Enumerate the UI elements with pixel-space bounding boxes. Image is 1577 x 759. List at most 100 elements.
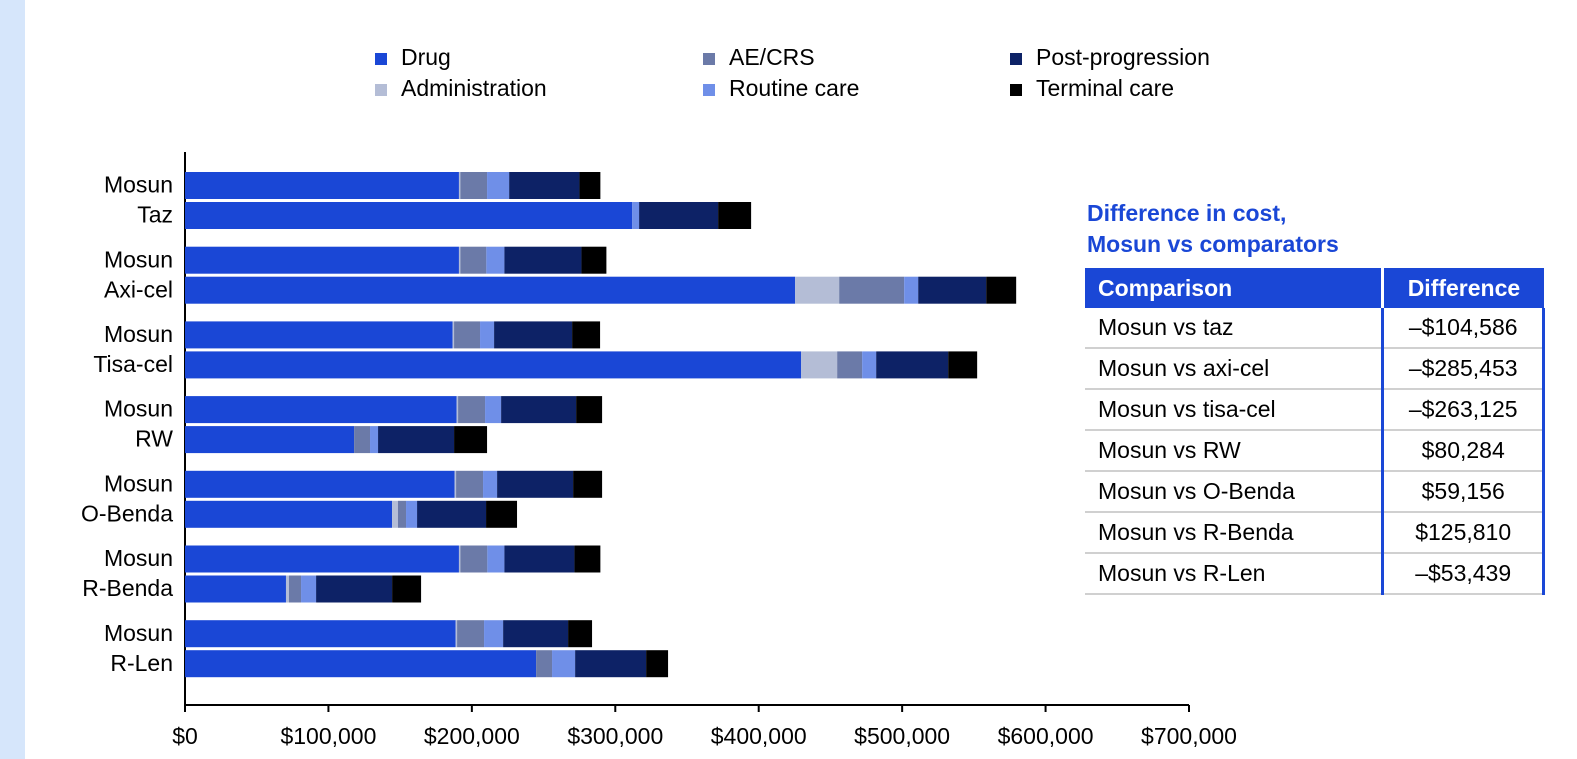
bar-segment <box>458 545 461 573</box>
bar-segment <box>458 172 461 199</box>
bar-segment <box>406 500 418 528</box>
table-cell: Mosun vs O-Benda <box>1085 471 1383 513</box>
x-tick-label: $500,000 <box>854 723 950 749</box>
bar-segment <box>839 276 905 304</box>
bar-segment <box>639 202 719 229</box>
bar-segment <box>454 470 457 498</box>
bar-segment <box>185 545 459 573</box>
table-row: Mosun vs taz –$104,586 <box>1085 308 1545 349</box>
bar-segment <box>185 321 453 349</box>
table-cell: Mosun vs taz <box>1085 308 1383 349</box>
bar-segment <box>452 321 455 349</box>
category-label: R-Benda <box>82 575 173 601</box>
bar-segment <box>572 321 601 349</box>
bar-segment <box>185 202 633 229</box>
bar-segment <box>575 650 647 678</box>
table-cell: –$53,439 <box>1381 553 1545 595</box>
category-label: Mosun <box>104 321 173 347</box>
bar-segment <box>354 426 371 454</box>
category-label: Mosun <box>104 470 173 496</box>
legend-label: Routine care <box>729 75 859 101</box>
bar-segment <box>185 575 286 603</box>
bar-segment <box>718 202 752 229</box>
bar-segment <box>458 396 486 424</box>
bar-segment <box>918 276 987 304</box>
column-header: Difference <box>1381 268 1544 308</box>
table-title: Difference in cost, Mosun vs comparators <box>1087 198 1339 260</box>
bar-segment <box>392 500 398 528</box>
bar-segment <box>876 351 949 379</box>
bar-segment <box>632 202 640 229</box>
bar-segment <box>497 470 574 498</box>
bar-segment <box>454 321 481 349</box>
bar-segment <box>552 650 576 678</box>
bar-segment <box>581 246 607 274</box>
table-title-line: Difference in cost, <box>1087 200 1287 226</box>
category-label: R-Len <box>110 650 173 676</box>
bar-segment <box>456 470 484 498</box>
bar-segment <box>536 650 553 678</box>
bar-segment <box>185 426 355 454</box>
legend-label: Post-progression <box>1036 44 1210 70</box>
legend-swatch <box>375 84 387 96</box>
bar-segment <box>455 620 458 648</box>
category-label: Mosun <box>104 396 173 422</box>
table-cell: Mosun vs R-Len <box>1085 553 1383 595</box>
bar-segment <box>948 351 978 379</box>
table: Comparison Difference Mosun vs taz –$104,58… <box>1085 268 1545 595</box>
bar-segment <box>504 246 582 274</box>
category-label: Taz <box>137 202 173 228</box>
bar-segment <box>795 276 840 304</box>
x-tick-label: $700,000 <box>1141 723 1237 749</box>
legend-swatch <box>703 84 715 96</box>
bar-segment <box>576 396 603 424</box>
bar-segment <box>573 470 603 498</box>
bar-segment <box>485 396 502 424</box>
table-cell: –$104,586 <box>1381 308 1545 349</box>
bar-segment <box>185 351 802 379</box>
bar-segment <box>185 620 456 648</box>
bar-segment <box>504 545 575 573</box>
table-cell: –$285,453 <box>1381 348 1545 390</box>
legend-label: Drug <box>401 44 451 70</box>
bar-segment <box>837 351 863 379</box>
bar-segment <box>185 396 457 424</box>
legend-label: Administration <box>401 75 547 101</box>
bar-segment <box>579 172 601 199</box>
legend-swatch <box>1010 53 1022 65</box>
x-tick-label: $200,000 <box>424 723 520 749</box>
legend-swatch <box>375 53 387 65</box>
table-row: Mosun vs RW $80,284 <box>1085 430 1545 472</box>
legend-label: Terminal care <box>1036 75 1174 101</box>
bar-segment <box>487 172 510 199</box>
bar-segment <box>316 575 393 603</box>
bar-segment <box>486 500 518 528</box>
table-cell: $59,156 <box>1381 471 1545 513</box>
bar-segment <box>460 246 487 274</box>
table-row: Mosun vs O-Benda $59,156 <box>1085 471 1545 513</box>
bar-segment <box>646 650 669 678</box>
category-label: Mosun <box>104 545 173 571</box>
bar-segment <box>862 351 877 379</box>
table-row: Mosun vs R-Benda $125,810 <box>1085 512 1545 554</box>
legend-swatch <box>1010 84 1022 96</box>
bar-segment <box>574 545 601 573</box>
bar-segment <box>185 246 459 274</box>
table-cell: Mosun vs RW <box>1085 430 1383 472</box>
bar-segment <box>460 172 488 199</box>
bar-segment <box>185 276 796 304</box>
bar-segment <box>454 426 488 454</box>
table-cell: –$263,125 <box>1381 389 1545 431</box>
bar-segment <box>494 321 573 349</box>
bar-segment <box>378 426 455 454</box>
bar-segment <box>509 172 580 199</box>
x-tick-label: $600,000 <box>998 723 1094 749</box>
bar-segment <box>487 545 505 573</box>
bar-segment <box>185 500 393 528</box>
x-tick-label: $400,000 <box>711 723 807 749</box>
x-tick-label: $100,000 <box>280 723 376 749</box>
table-cell: Mosun vs R-Benda <box>1085 512 1383 554</box>
bar-segment <box>288 575 302 603</box>
bar-segment <box>185 470 455 498</box>
